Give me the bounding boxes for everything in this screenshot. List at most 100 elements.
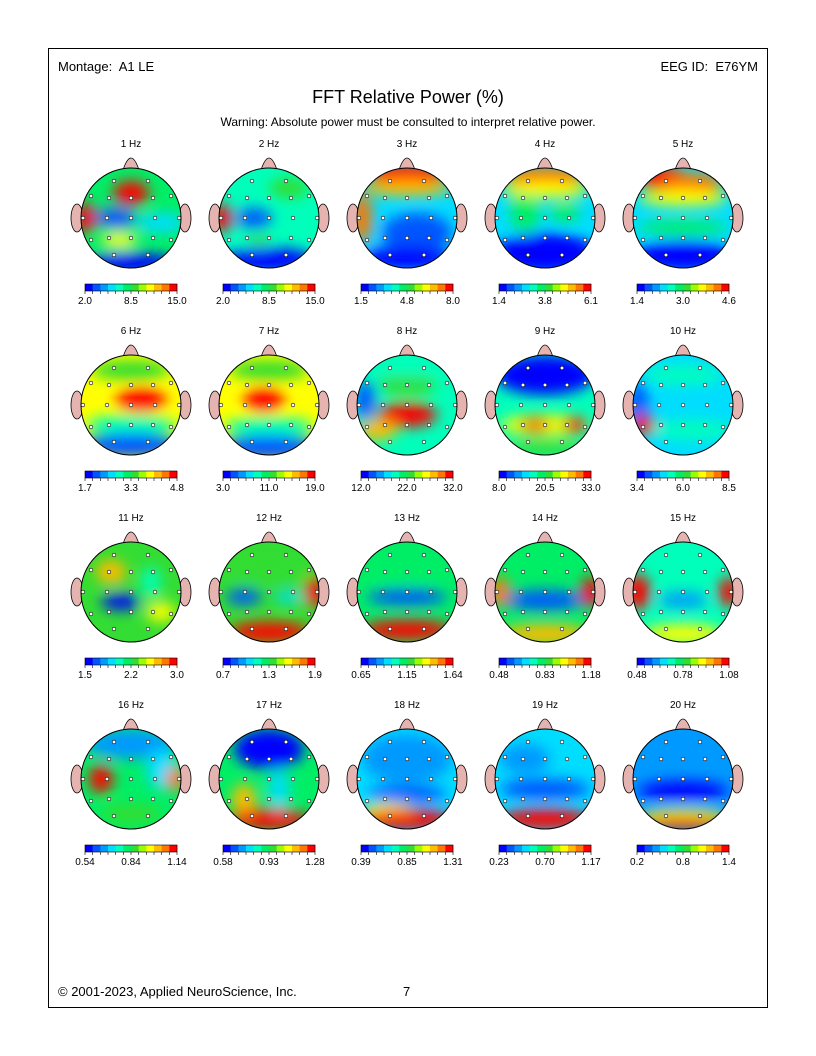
colorbar-step [146, 284, 155, 291]
electrode [494, 776, 500, 782]
electrode [518, 215, 524, 221]
colorbar-step [123, 845, 132, 852]
electrode [421, 626, 427, 632]
electrode [566, 402, 572, 408]
electrode [559, 178, 565, 184]
map-title: 11 Hz [118, 513, 143, 524]
electrode [720, 611, 726, 617]
colorbar-step [115, 284, 124, 291]
electrode [382, 609, 388, 615]
electrode [88, 237, 94, 243]
colorbar-step [161, 284, 170, 291]
colorbar-label: 0.78 [673, 670, 693, 681]
heatmap-region [367, 168, 447, 183]
electrode [356, 776, 362, 782]
colorbar-step [660, 845, 668, 852]
electrode [266, 422, 272, 428]
colorbar-step [583, 658, 592, 665]
electrode [658, 796, 664, 802]
electrode [244, 756, 250, 762]
electrode [632, 402, 638, 408]
electrode [404, 609, 410, 615]
electrode [663, 365, 669, 371]
topomap-8: 8 Hz 12.0 22.0 32.0 [346, 326, 468, 494]
topomap-18: 18 Hz 0.39 0.85 1.31 [346, 700, 468, 868]
electrode [426, 756, 432, 762]
colorbar-step [445, 471, 454, 478]
heatmap-region [500, 624, 590, 642]
electrode [249, 439, 255, 445]
electrode [382, 382, 388, 388]
colorbar-step [545, 845, 553, 852]
colorbar-step [399, 658, 408, 665]
electrode [152, 776, 158, 782]
map-title: 19 Hz [532, 700, 558, 711]
colorbar-step [261, 471, 270, 478]
electrode [502, 567, 508, 573]
colorbar-step [169, 658, 178, 665]
electrode [502, 611, 508, 617]
electrode [145, 252, 151, 258]
electrode [404, 382, 410, 388]
colorbar-step [537, 471, 546, 478]
heatmap-region [232, 784, 256, 814]
heatmap-region [113, 181, 149, 205]
colorbar-step [138, 658, 147, 665]
colorbar-label: 0.93 [259, 857, 279, 868]
electrode [542, 776, 548, 782]
colorbar-step [414, 845, 423, 852]
colorbar-step [391, 471, 400, 478]
electrode [632, 776, 638, 782]
electrode [658, 756, 664, 762]
map-title: 10 Hz [670, 326, 696, 337]
electrode [426, 195, 432, 201]
electrode [520, 569, 526, 575]
colorbar-step [683, 845, 691, 852]
heatmap [357, 168, 457, 268]
colorbar-label: 0.7 [216, 670, 230, 681]
electrode [106, 422, 112, 428]
topomap-4: 4 Hz 1.4 3.8 6.1 [484, 139, 606, 307]
heatmap-region [357, 193, 372, 243]
electrode [226, 754, 232, 760]
electrode [226, 567, 232, 573]
colorbar-step [230, 471, 239, 478]
colorbar-step [713, 284, 722, 291]
electrode [306, 611, 312, 617]
heatmap [81, 729, 181, 829]
electrode [704, 402, 710, 408]
electrode [382, 422, 388, 428]
electrode [364, 754, 370, 760]
electrode [111, 252, 117, 258]
electrode [380, 589, 386, 595]
electrode [663, 252, 669, 258]
colorbar-step [422, 471, 431, 478]
heatmap-region [362, 180, 452, 196]
electrode [111, 178, 117, 184]
colorbar-step [721, 284, 730, 291]
electrode [542, 569, 548, 575]
electrode [494, 402, 500, 408]
colorbar-step [246, 471, 254, 478]
electrode [426, 569, 432, 575]
electrode [582, 798, 588, 804]
colorbar-step [131, 471, 139, 478]
electrode [404, 215, 410, 221]
electrode [244, 422, 250, 428]
colorbar-label: 0.85 [397, 857, 417, 868]
heatmap-region [500, 182, 590, 198]
heatmap-region [367, 589, 447, 605]
colorbar-label: 1.4 [492, 296, 506, 307]
electrode [542, 215, 548, 221]
topomap-11: 11 Hz 1.5 2.2 3.0 [70, 513, 192, 681]
heatmap-region [86, 253, 176, 268]
colorbar-label: 0.54 [75, 857, 95, 868]
colorbar-label: 0.8 [676, 857, 690, 868]
colorbar-step [721, 845, 730, 852]
colorbar-step [384, 284, 392, 291]
electrode [128, 402, 134, 408]
colorbar-step [85, 658, 93, 665]
warning-text: Warning: Absolute power must be consulte… [220, 115, 596, 129]
colorbar-step [146, 658, 155, 665]
